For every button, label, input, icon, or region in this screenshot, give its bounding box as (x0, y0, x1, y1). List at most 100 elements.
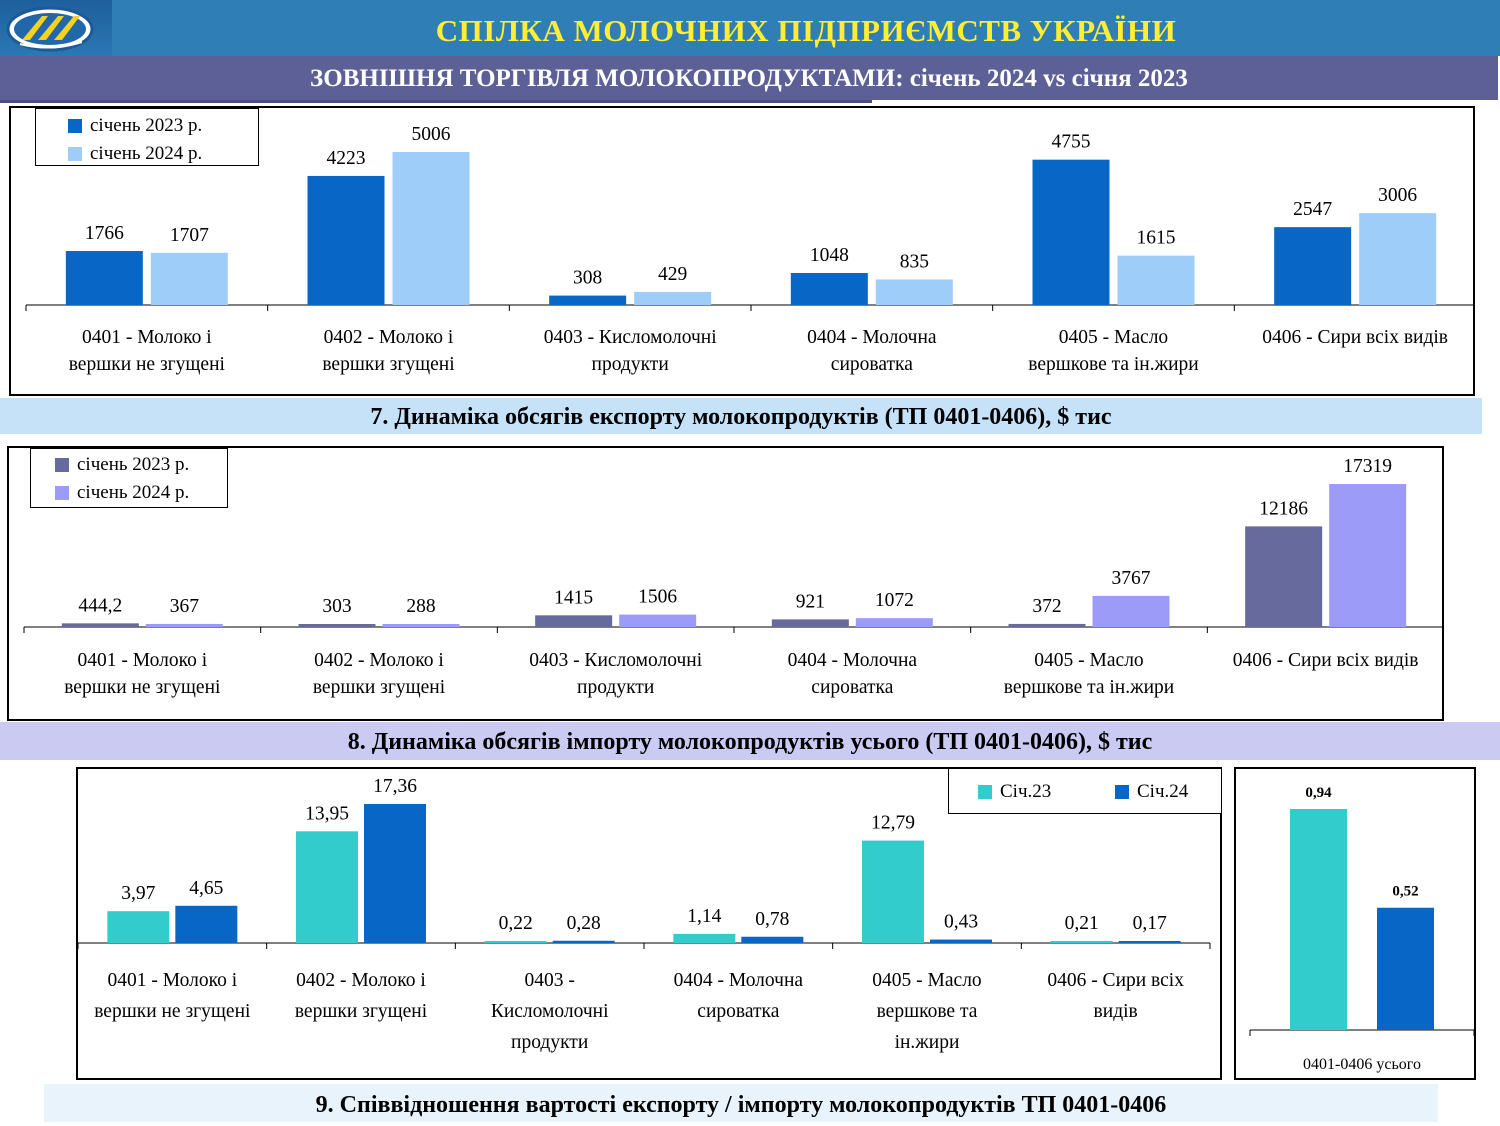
ratio-total-chart-plot: 0,94 0,52 (1249, 785, 1474, 1036)
ratio-chart: 3,97 13,95 0,22 1,14 12,79 0,21 4,65 17,36 0,28 0… (76, 767, 1222, 1080)
category-label-line: сироватка (697, 1001, 780, 1022)
x-axis-category-label: 0403 - Кисломолочні продукти (497, 647, 734, 701)
x-axis-category-label: 0406 - Сири всіх видів (1021, 965, 1210, 1027)
bar-series-1 (549, 295, 627, 305)
bar-series-1 (1290, 809, 1347, 1030)
data-label: 1,14 (687, 906, 721, 927)
category-label-line: вершки згущені (294, 1001, 428, 1022)
data-label: 0,43 (944, 912, 978, 933)
bar-series-1 (535, 615, 613, 627)
legend-label: Січ.23 (1000, 781, 1052, 802)
bar-series-1 (65, 251, 143, 305)
data-label: 5006 (412, 124, 451, 145)
bar-series-1 (107, 911, 170, 943)
category-label-line: сироватка (811, 677, 894, 698)
x-axis-category-label: 0404 - Молочна сироватка (734, 647, 971, 701)
bar-series-2 (145, 623, 223, 627)
organization-title: СПІЛКА МОЛОЧНИХ ПІДПРИЄМСТВ УКРАЇНИ (435, 13, 1177, 48)
bar-series-2 (150, 252, 228, 305)
bar-series-2 (1118, 941, 1181, 943)
category-label-line: 0406 - Сири всіх (1047, 970, 1184, 991)
bar-series-1 (1274, 227, 1352, 305)
ratio-chart-legend: Січ.23 Січ.24 (948, 769, 1221, 814)
category-label-line: 0404 - Молочна (673, 970, 804, 991)
data-label: 12,79 (871, 813, 915, 834)
category-label-line: сироватка (830, 354, 913, 375)
bar-series-2 (1117, 255, 1195, 305)
category-label-line: продукти (591, 354, 669, 375)
bar-series-2 (1092, 595, 1170, 627)
category-label-line: вершки не згущені (64, 677, 221, 698)
legend-swatch (68, 119, 82, 133)
category-label-line: вершкове та ін.жири (1028, 354, 1199, 375)
data-label: 4223 (327, 148, 366, 169)
category-label-line: видів (1093, 1001, 1138, 1022)
data-label: 288 (406, 596, 435, 617)
x-axis-category-label: 0401 - Молоко і вершки не згущені (78, 965, 267, 1027)
data-label: 3767 (1112, 568, 1151, 589)
data-label: 1615 (1137, 228, 1176, 249)
bar-series-2 (1377, 907, 1434, 1030)
export-chart-title: 7. Динаміка обсягів експорту молокопроду… (0, 398, 1482, 434)
data-label: 1707 (170, 225, 209, 246)
export-chart: 1766 4223 308 1048 4755 2547 1707 5006 429 835 161… (9, 106, 1475, 396)
data-label: 0,94 (1305, 785, 1332, 801)
data-label: 1506 (638, 587, 677, 608)
category-label-line: вершки згущені (312, 677, 446, 698)
subtitle-underline (0, 100, 872, 103)
data-label: 13,95 (305, 803, 349, 824)
data-label: 429 (658, 264, 687, 285)
x-axis-category-label: 0406 - Сири всіх видів (1234, 324, 1476, 351)
header-bar (0, 0, 1500, 56)
ratio-chart-title: 9. Співвідношення вартості експорту / ім… (44, 1084, 1438, 1122)
data-label: 835 (900, 251, 929, 272)
bar-series-2 (634, 291, 712, 305)
category-label-line: 0401 - Молоко і (82, 327, 212, 348)
x-axis-category-label: 0405 - Масло вершкове та ін.жири (833, 965, 1022, 1058)
bar-series-2 (364, 804, 426, 943)
data-label: 3,97 (121, 883, 155, 904)
ratio-total-chart: 0,94 0,52 0401-0406 усього (1234, 767, 1476, 1080)
category-label-line: вершки не згущені (94, 1001, 251, 1022)
category-label-line: 0406 - Сири всіх видів (1232, 650, 1419, 671)
category-label-line: 0403 - Кисломолочні (543, 327, 717, 348)
bar-series-2 (930, 939, 992, 943)
category-label-line: ін.жири (894, 1032, 960, 1053)
data-label: 17319 (1343, 456, 1392, 477)
category-label-line: продукти (577, 677, 655, 698)
import-chart-legend: січень 2023 р. січень 2024 р. (30, 448, 228, 508)
data-label: 2547 (1293, 199, 1332, 220)
data-label: 308 (573, 268, 602, 289)
bar-series-2 (382, 624, 460, 627)
data-label: 12186 (1259, 498, 1308, 519)
data-label: 4755 (1052, 132, 1091, 153)
legend-label: січень 2024 р. (90, 143, 203, 164)
category-label-line: 0405 - Масло (872, 970, 982, 991)
legend-swatch (55, 486, 69, 500)
category-label-line: 0403 - Кисломолочні (529, 650, 703, 671)
bar-series-2 (175, 905, 238, 943)
bar-series-1 (790, 272, 868, 305)
bar-series-1 (296, 831, 358, 943)
legend-swatch (55, 458, 69, 472)
bar-series-2 (741, 936, 804, 943)
page-subtitle: ЗОВНІШНЯ ТОРГІВЛЯ МОЛОКОПРОДУКТАМИ: січе… (310, 65, 1188, 92)
category-label-line: Кисломолочні (490, 1001, 609, 1022)
x-axis-category-label: 0403 - Кисломолочні продукти (509, 324, 751, 378)
data-label: 0,28 (567, 913, 601, 934)
legend-label: Січ.24 (1137, 781, 1189, 802)
category-label-line: вершкове та ін.жири (1003, 677, 1175, 698)
export-chart-legend: січень 2023 р. січень 2024 р. (35, 108, 259, 166)
bar-series-1 (862, 840, 924, 943)
bar-series-2 (855, 618, 933, 627)
bar-series-1 (307, 175, 385, 305)
data-label: 1766 (85, 223, 124, 244)
x-axis-category-label: 0401 - Молоко і вершки не згущені (24, 647, 261, 701)
data-label: 0,22 (499, 913, 533, 934)
data-label: 0,21 (1065, 913, 1099, 934)
x-axis-category-label: 0402 - Молоко і вершки згущені (267, 965, 456, 1027)
category-label-line: 0402 - Молоко і (323, 327, 454, 348)
category-label-line: 0402 - Молоко і (296, 970, 426, 991)
data-label: 1072 (875, 590, 914, 611)
bar-series-1 (673, 933, 736, 943)
